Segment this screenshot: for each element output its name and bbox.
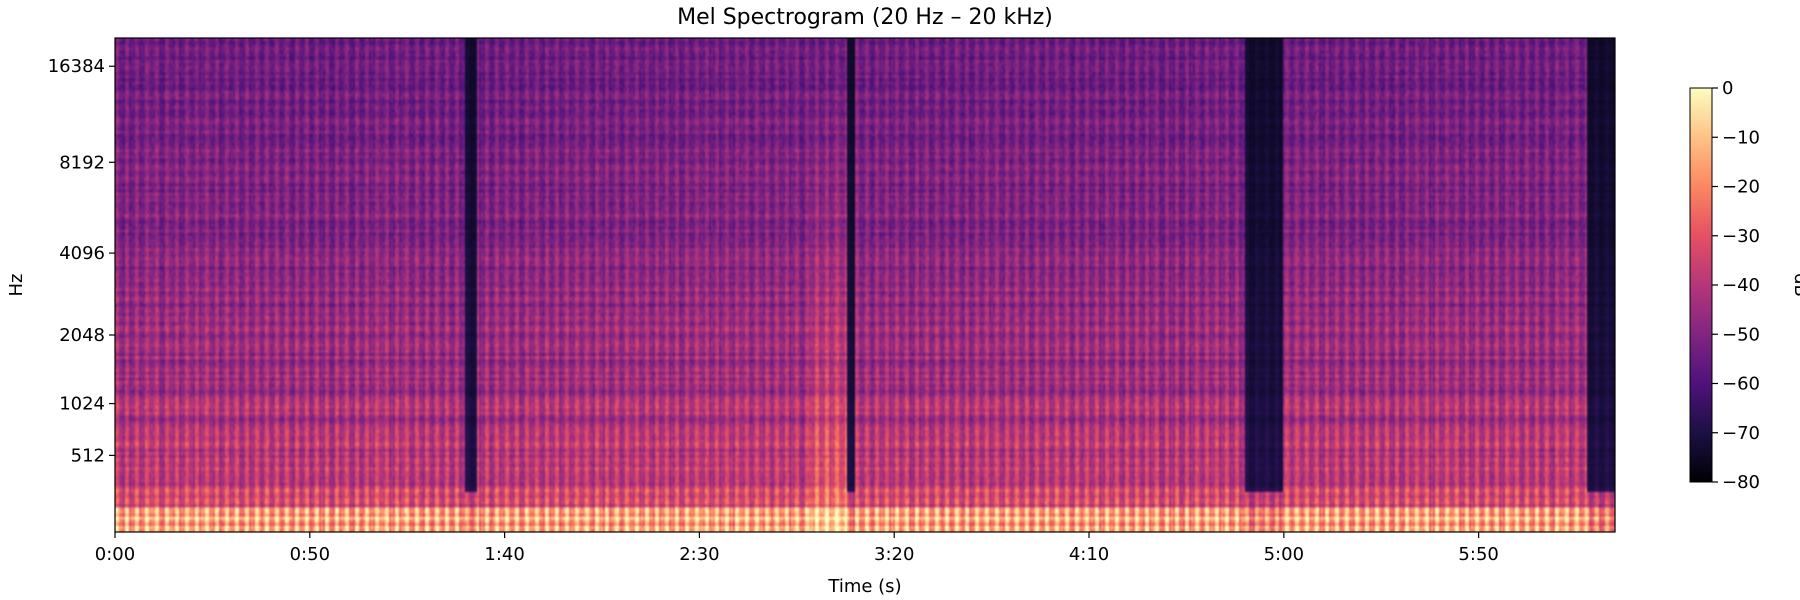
x-tick-label: 0:00 [95,544,135,565]
x-tick-label: 5:00 [1264,544,1304,565]
x-tick-label: 2:30 [679,544,719,565]
colorbar-gradient [1689,87,1713,483]
colorbar-tick-label: −70 [1722,423,1760,444]
colorbar-tick-label: −50 [1722,324,1760,345]
colorbar-tick-label: 0 [1722,78,1733,99]
spectrogram-image [115,38,1615,532]
colorbar-tick-label: −80 [1722,472,1760,493]
plot-frame [114,37,1616,533]
y-tick-label: 16384 [48,56,105,77]
colorbar-label: dB [1790,273,1800,297]
x-tick-label: 1:40 [484,544,524,565]
y-tick-label: 2048 [59,325,105,346]
y-axis-label: Hz [6,274,27,297]
spectrogram-heatmap [115,38,1615,532]
colorbar-tick-label: −20 [1722,177,1760,198]
colorbar-tick-label: −10 [1722,127,1760,148]
x-tick-label: 4:10 [1069,544,1109,565]
x-axis-label: Time (s) [827,576,901,597]
x-axis-ticks: 0:00 0:50 1:40 2:30 3:20 4:10 5:00 5:50 [95,532,1499,565]
colorbar-tick-label: −40 [1722,275,1760,296]
colorbar: 0 −10 −20 −30 −40 −50 −60 −70 −80 dB [1689,78,1800,493]
y-axis-ticks: 512 1024 2048 4096 8192 16384 [48,56,115,466]
colorbar-ticks: 0 −10 −20 −30 −40 −50 −60 −70 −80 [1712,78,1760,493]
y-tick-label: 4096 [59,243,105,264]
y-tick-label: 1024 [59,394,105,415]
colorbar-tick-label: −60 [1722,374,1760,395]
x-tick-label: 0:50 [290,544,330,565]
x-tick-label: 3:20 [874,544,914,565]
x-tick-label: 5:50 [1458,544,1498,565]
colorbar-tick-label: −30 [1722,226,1760,247]
y-tick-label: 8192 [59,152,105,173]
y-tick-label: 512 [71,445,105,466]
chart-title: Mel Spectrogram (20 Hz – 20 kHz) [677,5,1053,30]
